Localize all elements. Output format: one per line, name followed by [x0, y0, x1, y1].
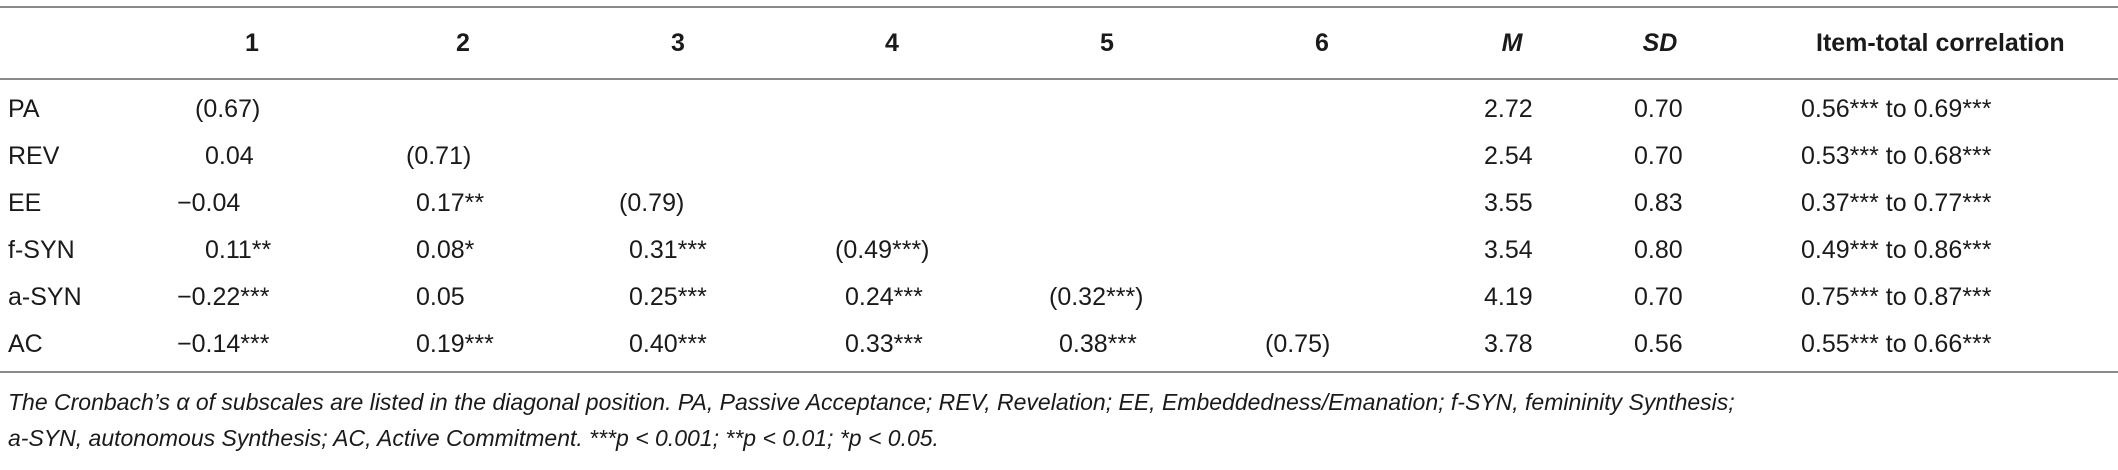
cell-c1: −0.22*** [177, 283, 270, 311]
cell-c4: 0.24*** [845, 283, 923, 311]
table-bottom-rule [0, 371, 2118, 373]
table-row: EE −0.04 0.17** (0.79) 3.55 0.83 0.37*** to 0.… [0, 180, 2118, 227]
cell-c1: −0.04 [177, 189, 241, 217]
header-col-2: 2 [456, 29, 470, 57]
cell-sd: 0.70 [1634, 95, 1683, 123]
row-label: EE [8, 189, 42, 217]
cell-c5: 0.38*** [1059, 330, 1137, 358]
cell-c5: (0.32***) [1049, 283, 1144, 311]
header-col-6: 6 [1315, 29, 1329, 57]
footnote-line-2: a-SYN, autonomous Synthesis; AC, Active … [8, 425, 939, 451]
cell-c3: 0.40*** [629, 330, 707, 358]
cell-m: 3.55 [1484, 189, 1533, 217]
cell-c2: 0.05 [416, 283, 465, 311]
table-row: f-SYN 0.11** 0.08* 0.31*** (0.49***) 3.54 0.80… [0, 227, 2118, 274]
header-col-5: 5 [1100, 29, 1114, 57]
cell-c3: 0.31*** [629, 236, 707, 264]
cell-sd: 0.80 [1634, 236, 1683, 264]
cell-c3: (0.79) [619, 189, 685, 217]
header-col-4: 4 [885, 29, 899, 57]
cell-itc: 0.75*** to 0.87*** [1801, 283, 1992, 311]
cell-c1: −0.14*** [177, 330, 270, 358]
row-label: PA [8, 95, 40, 123]
row-label: f-SYN [8, 236, 75, 264]
cell-c1: 0.04 [205, 142, 254, 170]
cell-c3: 0.25*** [629, 283, 707, 311]
cell-m: 2.72 [1484, 95, 1533, 123]
table-top-rule [0, 6, 2118, 8]
cell-m: 2.54 [1484, 142, 1533, 170]
cell-m: 3.78 [1484, 330, 1533, 358]
cell-c2: (0.71) [406, 142, 472, 170]
header-col-item-total: Item-total correlation [1816, 29, 2065, 57]
cell-itc: 0.55*** to 0.66*** [1801, 330, 1992, 358]
table-row: REV 0.04 (0.71) 2.54 0.70 0.53*** to 0.68*** [0, 133, 2118, 180]
cell-sd: 0.56 [1634, 330, 1683, 358]
cell-c4: (0.49***) [835, 236, 930, 264]
cell-sd: 0.70 [1634, 142, 1683, 170]
cell-itc: 0.53*** to 0.68*** [1801, 142, 1992, 170]
cell-itc: 0.37*** to 0.77*** [1801, 189, 1992, 217]
cell-c6: (0.75) [1265, 330, 1331, 358]
cell-c2: 0.08* [416, 236, 475, 264]
cell-c4: 0.33*** [845, 330, 923, 358]
cell-m: 3.54 [1484, 236, 1533, 264]
table-header-row: 1 2 3 4 5 6 M SD Item-total correlation [0, 14, 2118, 72]
table-row: PA (0.67) 2.72 0.70 0.56*** to 0.69*** [0, 86, 2118, 133]
table-row: a-SYN −0.22*** 0.05 0.25*** 0.24*** (0.32***)… [0, 274, 2118, 321]
cell-c1: 0.11** [205, 236, 272, 264]
cell-itc: 0.56*** to 0.69*** [1801, 95, 1992, 123]
header-col-3: 3 [671, 29, 685, 57]
row-label: REV [8, 142, 60, 170]
cell-itc: 0.49*** to 0.86*** [1801, 236, 1992, 264]
table-row: AC −0.14*** 0.19*** 0.40*** 0.33*** 0.38*** (0… [0, 321, 2118, 368]
header-col-mean: M [1501, 29, 1523, 57]
footnote-line-1: The Cronbach’s α of subscales are listed… [8, 389, 1735, 415]
cell-sd: 0.70 [1634, 283, 1683, 311]
header-col-1: 1 [245, 29, 259, 57]
cell-c2: 0.19*** [416, 330, 494, 358]
cell-c2: 0.17** [416, 189, 485, 217]
cell-sd: 0.83 [1634, 189, 1683, 217]
row-label: AC [8, 330, 43, 358]
header-col-sd: SD [1642, 29, 1678, 57]
cell-c1: (0.67) [195, 95, 261, 123]
row-label: a-SYN [8, 283, 82, 311]
cell-m: 4.19 [1484, 283, 1533, 311]
table-header-rule [0, 78, 2118, 80]
table-footnote: The Cronbach’s α of subscales are listed… [8, 384, 2108, 456]
